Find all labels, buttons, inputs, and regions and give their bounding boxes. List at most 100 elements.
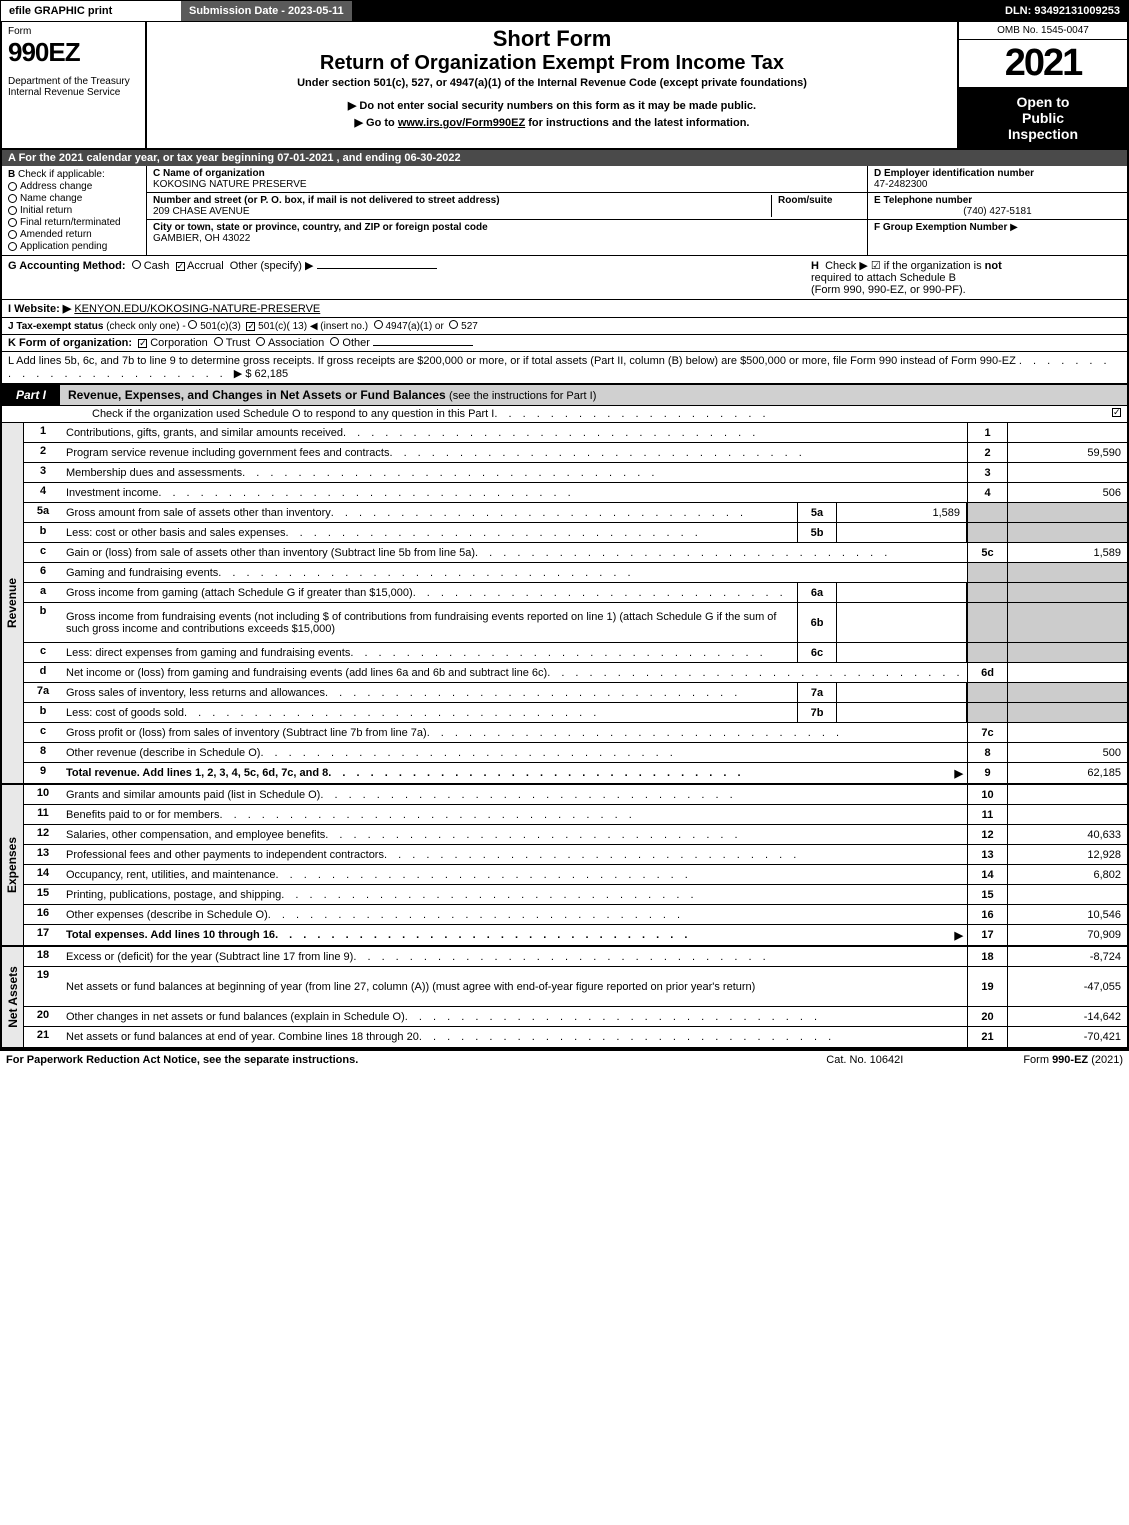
phone-row: E Telephone number (740) 427-5181 xyxy=(868,193,1127,220)
501c3-checkbox[interactable] xyxy=(188,320,197,329)
check-box[interactable] xyxy=(8,206,17,215)
mid-value xyxy=(837,683,967,702)
website-label: I Website: ▶ xyxy=(8,303,71,315)
city-row: City or town, state or province, country… xyxy=(147,220,867,246)
end-number: 9 xyxy=(967,763,1007,783)
header-spacer xyxy=(352,1,997,21)
cash-checkbox[interactable] xyxy=(132,260,141,269)
netassets-section: Net Assets 18Excess or (deficit) for the… xyxy=(2,947,1127,1049)
h-text: Check ▶ ☑ if the organization is xyxy=(825,260,982,272)
end-value xyxy=(1007,663,1127,682)
trust-checkbox[interactable] xyxy=(214,337,223,346)
part1-header: Part I Revenue, Expenses, and Changes in… xyxy=(2,385,1127,406)
return-title: Return of Organization Exempt From Incom… xyxy=(155,52,949,75)
check-box[interactable] xyxy=(8,182,17,191)
check-box[interactable] xyxy=(8,242,17,251)
end-number: 18 xyxy=(967,947,1007,966)
accrual-checkbox[interactable] xyxy=(176,262,185,271)
row-desc: Less: cost or other basis and sales expe… xyxy=(62,523,797,542)
4947-checkbox[interactable] xyxy=(374,320,383,329)
end-number: 19 xyxy=(967,967,1007,1006)
row-number: b xyxy=(24,523,62,542)
section-h: H Check ▶ ☑ if the organization is not r… xyxy=(801,259,1121,296)
mid-number: 5a xyxy=(797,503,837,522)
other-field[interactable] xyxy=(317,268,437,269)
table-row: 9Total revenue. Add lines 1, 2, 3, 4, 5c… xyxy=(24,763,1127,783)
ein-value: 47-2482300 xyxy=(874,179,1121,190)
under-section: Under section 501(c), 527, or 4947(a)(1)… xyxy=(155,77,949,89)
end-value: -8,724 xyxy=(1007,947,1127,966)
row-number: 4 xyxy=(24,483,62,502)
netassets-label-text: Net Assets xyxy=(6,966,20,1028)
table-row: 18Excess or (deficit) for the year (Subt… xyxy=(24,947,1127,967)
room-label: Room/suite xyxy=(778,195,861,206)
row-desc: Contributions, gifts, grants, and simila… xyxy=(62,423,967,442)
footer-mid: Cat. No. 10642I xyxy=(826,1054,903,1066)
table-row: cLess: direct expenses from gaming and f… xyxy=(24,643,1127,663)
goto-link[interactable]: www.irs.gov/Form990EZ xyxy=(398,117,525,129)
revenue-label: Revenue xyxy=(2,423,24,783)
main-form: Form 990EZ Department of the Treasury In… xyxy=(0,22,1129,1051)
check-line: Address change xyxy=(8,181,140,192)
row-desc: Excess or (deficit) for the year (Subtra… xyxy=(62,947,967,966)
open-line1: Open to xyxy=(959,94,1127,110)
row-number: 2 xyxy=(24,443,62,462)
part1-label: Part I xyxy=(2,385,60,405)
col-def: D Employer identification number 47-2482… xyxy=(867,166,1127,255)
row-number: 11 xyxy=(24,805,62,824)
phone-label: E Telephone number xyxy=(874,195,1121,206)
row-desc: Investment income . . . . . . . . . . . … xyxy=(62,483,967,502)
revenue-label-text: Revenue xyxy=(6,578,20,628)
goto-suffix: for instructions and the latest informat… xyxy=(525,117,749,129)
end-value: 500 xyxy=(1007,743,1127,762)
expenses-rows: 10Grants and similar amounts paid (list … xyxy=(24,785,1127,945)
website-link[interactable]: KENYON.EDU/KOKOSING-NATURE-PRESERVE xyxy=(74,303,320,315)
other-org-field[interactable] xyxy=(373,345,473,346)
501c3-label: 501(c)(3) xyxy=(200,321,241,332)
end-value xyxy=(1007,885,1127,904)
row-number: 10 xyxy=(24,785,62,804)
footer-right-bold: 990-EZ xyxy=(1052,1054,1088,1066)
expenses-section: Expenses 10Grants and similar amounts pa… xyxy=(2,785,1127,947)
table-row: cGross profit or (loss) from sales of in… xyxy=(24,723,1127,743)
end-number: 20 xyxy=(967,1007,1007,1026)
check-box[interactable] xyxy=(8,230,17,239)
corp-checkbox[interactable] xyxy=(138,339,147,348)
table-row: 15Printing, publications, postage, and s… xyxy=(24,885,1127,905)
row-number: d xyxy=(24,663,62,682)
col-c: C Name of organization KOKOSING NATURE P… xyxy=(147,166,867,255)
mid-value xyxy=(837,643,967,662)
row-desc: Membership dues and assessments . . . . … xyxy=(62,463,967,482)
assoc-checkbox[interactable] xyxy=(256,337,265,346)
section-a: A For the 2021 calendar year, or tax yea… xyxy=(2,150,1127,166)
4947-label: 4947(a)(1) or xyxy=(385,321,443,332)
j-label: J Tax-exempt status xyxy=(8,321,103,332)
check-box[interactable] xyxy=(8,194,17,203)
end-number-gray xyxy=(967,523,1007,542)
end-number: 6d xyxy=(967,663,1007,682)
open-public-inspection: Open to Public Inspection xyxy=(959,88,1127,148)
row-number: 20 xyxy=(24,1007,62,1026)
section-l: L Add lines 5b, 6c, and 7b to line 9 to … xyxy=(2,352,1127,385)
assoc-label: Association xyxy=(268,337,324,349)
end-value xyxy=(1007,423,1127,442)
501c-checkbox[interactable] xyxy=(246,322,255,331)
center-title-block: Short Form Return of Organization Exempt… xyxy=(147,22,957,148)
other-org-label: Other xyxy=(342,337,370,349)
table-row: bGross income from fundraising events (n… xyxy=(24,603,1127,643)
check-line: Initial return xyxy=(8,205,140,216)
dln-label: DLN: 93492131009253 xyxy=(997,1,1128,21)
city-label: City or town, state or province, country… xyxy=(153,222,488,233)
k-label: K Form of organization: xyxy=(8,337,132,349)
org-name: KOKOSING NATURE PRESERVE xyxy=(153,179,307,190)
check-box[interactable] xyxy=(8,218,17,227)
schedule-o-checkbox[interactable] xyxy=(1112,408,1121,417)
part1-note: (see the instructions for Part I) xyxy=(449,390,596,402)
row-desc: Other changes in net assets or fund bala… xyxy=(62,1007,967,1026)
end-value: 506 xyxy=(1007,483,1127,502)
arrow-icon: ▶ xyxy=(955,929,963,942)
end-value-gray xyxy=(1007,643,1127,662)
section-k: K Form of organization: Corporation Trus… xyxy=(2,335,1127,352)
527-checkbox[interactable] xyxy=(449,320,458,329)
other-checkbox[interactable] xyxy=(330,337,339,346)
